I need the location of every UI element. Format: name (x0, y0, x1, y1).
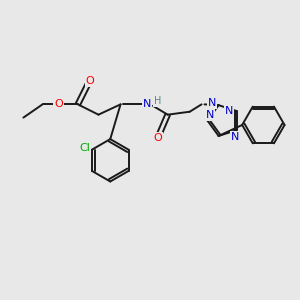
Text: N: N (206, 110, 214, 120)
Text: O: O (54, 99, 63, 110)
Text: Cl: Cl (79, 143, 90, 153)
Text: N: N (208, 98, 216, 108)
Text: N: N (143, 99, 151, 110)
Text: N: N (225, 106, 233, 116)
Text: N: N (143, 99, 151, 110)
Text: O: O (86, 76, 94, 86)
Text: H: H (154, 96, 161, 106)
Text: N: N (206, 110, 214, 120)
Text: N: N (231, 132, 239, 142)
Text: N: N (208, 98, 216, 108)
Text: N: N (225, 106, 233, 116)
Text: O: O (153, 133, 162, 143)
Text: Cl: Cl (79, 143, 90, 153)
Text: O: O (86, 76, 94, 86)
Text: O: O (153, 133, 162, 143)
Text: O: O (54, 99, 63, 110)
Text: H: H (154, 96, 161, 106)
Text: N: N (231, 132, 239, 142)
